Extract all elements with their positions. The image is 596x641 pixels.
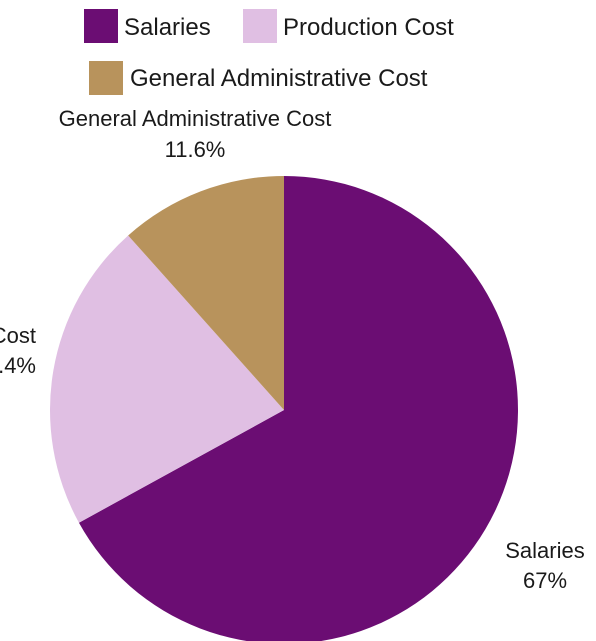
legend-label-general-administrative-cost: General Administrative Cost (130, 65, 428, 92)
slice-label-name-production-cost: Production Cost (0, 323, 36, 348)
legend-swatch-salaries (84, 9, 118, 43)
slice-label-name-general-administrative-cost: General Administrative Cost (59, 106, 332, 131)
legend-swatch-production-cost (243, 9, 277, 43)
pie-slice-general-administrative-cost (128, 176, 284, 410)
slice-label-name-salaries: Salaries (505, 538, 584, 563)
legend-swatch-general-administrative-cost (89, 61, 123, 95)
legend: Salaries Production Cost General Administr… (84, 9, 454, 95)
slice-labels: Salaries 67% Production Cost 21.4% General A… (0, 106, 585, 593)
slice-label-percent-salaries: 67% (523, 568, 567, 593)
slice-label-percent-general-administrative-cost: 11.6% (165, 137, 226, 162)
pie-slice-production-cost (50, 235, 285, 523)
legend-label-production-cost: Production Cost (283, 14, 454, 41)
slice-label-percent-production-cost: 21.4% (0, 353, 36, 378)
pie-slice-salaries (78, 176, 518, 641)
pie-slices (50, 176, 518, 641)
legend-label-salaries: Salaries (124, 14, 211, 41)
